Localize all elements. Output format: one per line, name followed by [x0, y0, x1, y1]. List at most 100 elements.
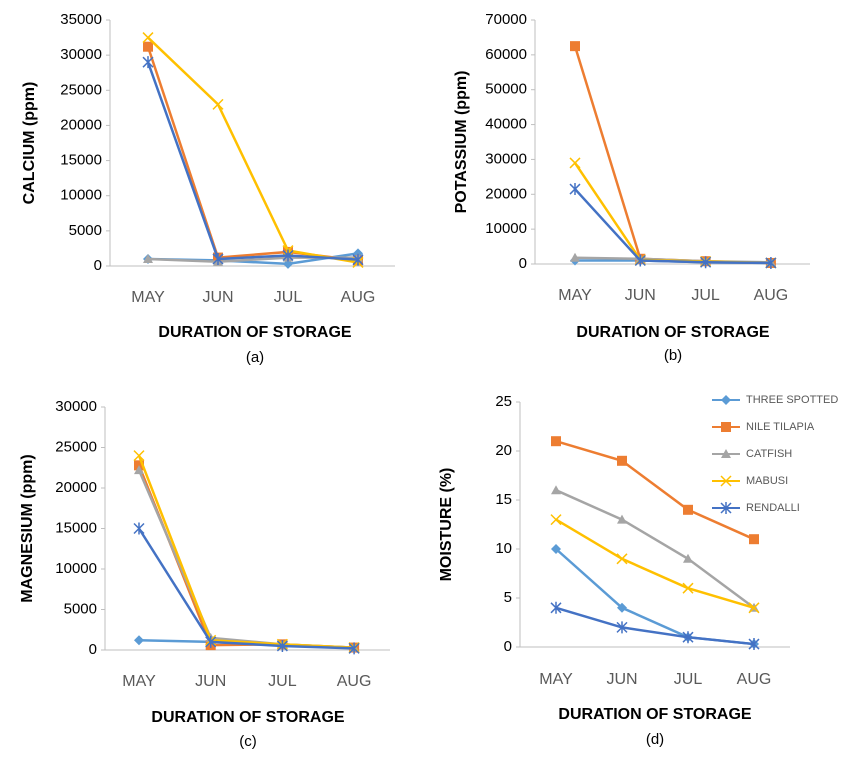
y-tick-label: 20000 — [60, 116, 102, 133]
marker — [134, 635, 144, 646]
x-tick-label: MAY — [558, 287, 592, 304]
marker — [721, 395, 731, 405]
x-tick-label: AUG — [754, 287, 789, 304]
marker — [551, 485, 561, 495]
marker — [616, 621, 628, 634]
marker — [616, 553, 628, 565]
x-tick-label: JUN — [625, 287, 656, 304]
marker — [550, 514, 562, 526]
panel: 0 5000 10000 15000 20000 25000 30000 MAY JUN JUL A… — [19, 398, 390, 750]
x-axis-title: DURATION OF STORAGE — [558, 706, 752, 723]
marker — [617, 455, 627, 466]
marker — [682, 582, 694, 594]
caption: (b) — [664, 347, 682, 364]
caption: (c) — [239, 733, 257, 750]
x-tick-label: JUL — [268, 673, 297, 690]
marker — [570, 252, 580, 262]
y-tick-label: 0 — [519, 255, 527, 272]
series-line — [555, 548, 755, 646]
series-line — [146, 61, 359, 261]
x-tick-label: AUG — [337, 673, 372, 690]
series-line — [574, 188, 771, 265]
y-tick-label: 0 — [89, 641, 97, 658]
marker — [720, 502, 732, 514]
marker — [143, 253, 153, 263]
y-tick-label: 35000 — [60, 11, 102, 28]
marker — [133, 450, 145, 462]
x-axis-title: DURATION OF STORAGE — [576, 324, 770, 341]
marker — [212, 98, 224, 110]
y-tick-label: 40000 — [485, 116, 527, 133]
x-tick-label: JUL — [274, 289, 303, 306]
marker — [765, 256, 777, 269]
caption: (d) — [646, 731, 664, 748]
x-tick-label: MAY — [131, 289, 165, 306]
y-tick-label: 20000 — [485, 185, 527, 202]
x-tick-label: JUN — [195, 673, 226, 690]
marker — [617, 602, 627, 613]
marker — [683, 553, 693, 563]
marker — [348, 642, 360, 655]
marker — [142, 32, 154, 44]
x-tick-label: JUN — [606, 671, 637, 688]
series-line — [137, 527, 355, 650]
x-tick-label: JUL — [691, 287, 720, 304]
x-axis-title: DURATION OF STORAGE — [151, 709, 345, 726]
series-line — [573, 162, 771, 265]
y-tick-label: 70000 — [485, 11, 527, 28]
x-tick-label: AUG — [341, 289, 376, 306]
y-tick-label: 10000 — [485, 220, 527, 237]
marker — [569, 157, 581, 169]
y-tick-label: 30000 — [60, 46, 102, 63]
series-line — [137, 455, 355, 649]
marker — [134, 465, 144, 475]
series-line — [555, 440, 755, 541]
y-tick-label: 5000 — [69, 222, 102, 239]
marker — [720, 475, 732, 487]
marker — [143, 41, 153, 52]
x-tick-label: MAY — [539, 671, 573, 688]
legend-label: RENDALLI — [746, 502, 800, 514]
y-tick-label: 15000 — [55, 519, 97, 536]
y-tick-label: 10000 — [55, 560, 97, 577]
series-line — [555, 489, 755, 609]
y-tick-label: 30000 — [485, 150, 527, 167]
marker — [550, 601, 562, 614]
y-tick-label: 15 — [495, 491, 512, 508]
caption: (a) — [246, 349, 264, 366]
legend-label: NILE TILAPIA — [746, 421, 815, 433]
panel: 0 5000 10000 15000 20000 25000 30000 35000 MAY JU… — [21, 11, 395, 366]
series-line — [555, 606, 755, 646]
panel: 0 5 10 15 20 25 MAY JUN JUL AUG DURATION OF STORAG… — [438, 393, 838, 748]
y-tick-label: 0 — [504, 638, 512, 655]
series-line — [137, 469, 355, 649]
x-tick-label: JUL — [674, 671, 703, 688]
marker — [748, 638, 760, 651]
marker — [634, 254, 646, 267]
y-tick-label: 5 — [504, 589, 512, 606]
marker — [282, 249, 294, 262]
marker — [551, 544, 561, 554]
y-tick-label: 25000 — [55, 438, 97, 455]
series-line — [573, 45, 771, 265]
panel: 0 10000 20000 30000 40000 50000 60000 70000 MAY J… — [453, 11, 810, 364]
series-line — [555, 518, 755, 609]
marker — [700, 256, 712, 269]
marker — [683, 504, 693, 515]
y-tick-label: 30000 — [55, 398, 97, 415]
x-tick-label: JUN — [202, 289, 233, 306]
y-tick-label: 5000 — [64, 600, 97, 617]
y-axis-title: MAGNESIUM (ppm) — [19, 454, 36, 602]
series-line — [137, 464, 355, 649]
y-axis-title: CALCIUM (ppm) — [21, 82, 38, 205]
x-tick-label: MAY — [122, 673, 156, 690]
marker — [212, 252, 224, 265]
marker — [276, 639, 288, 652]
marker — [352, 253, 364, 266]
legend-label: MABUSI — [746, 475, 788, 487]
y-axis-title: POTASSIUM (ppm) — [453, 71, 470, 214]
y-tick-label: 20 — [495, 442, 512, 459]
marker — [721, 422, 731, 432]
marker — [617, 514, 627, 524]
